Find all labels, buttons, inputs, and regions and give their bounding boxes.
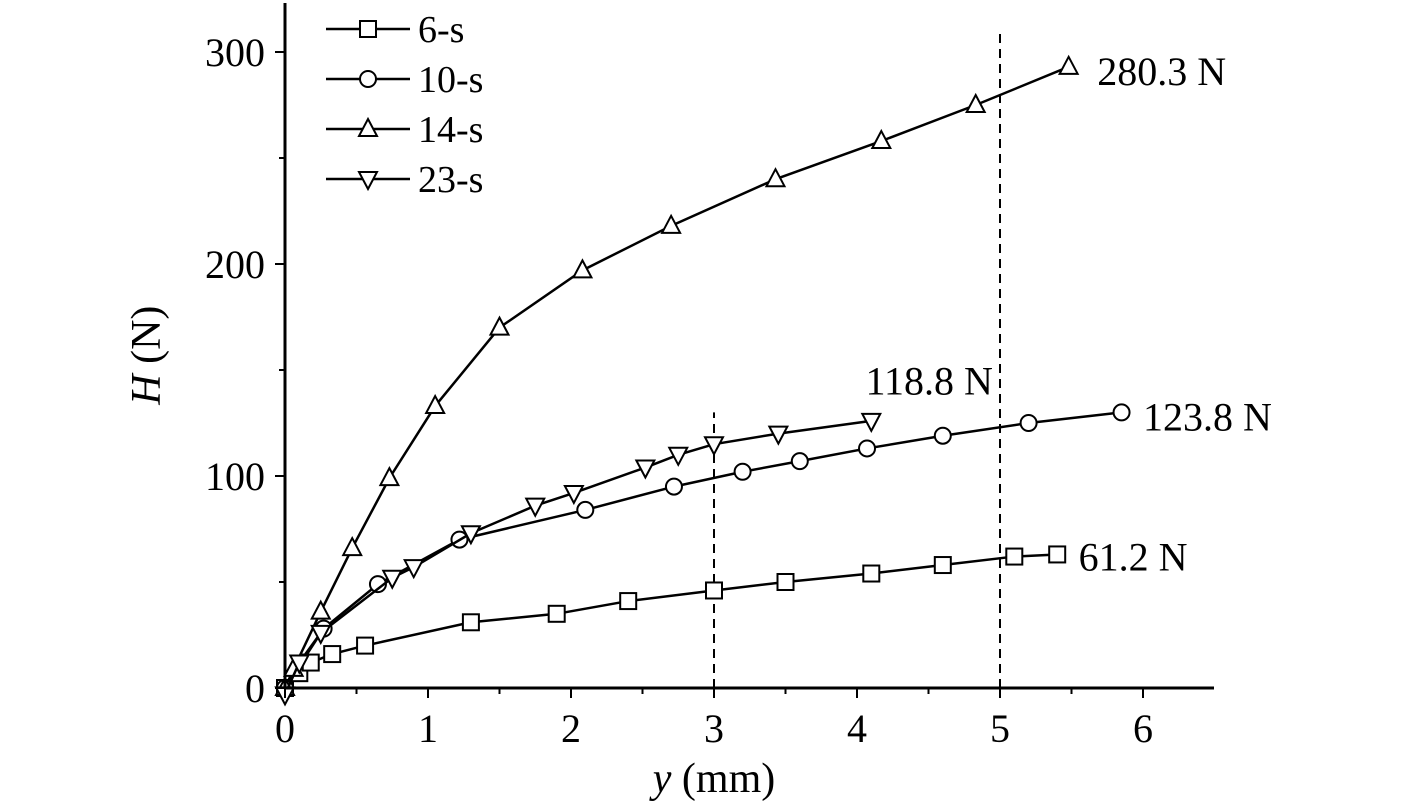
x-tick-label: 2 — [561, 706, 581, 751]
series-6-s — [276, 545, 1067, 697]
data-point-6-s — [547, 604, 566, 623]
x-tick-label: 4 — [847, 706, 867, 751]
legend-marker — [357, 116, 379, 137]
series-23-s — [274, 412, 882, 707]
data-point-23-s — [310, 624, 332, 646]
legend-entry-10-s: 10-s — [326, 59, 483, 101]
legend-entry-14-s: 14-s — [326, 109, 483, 151]
data-point-23-s — [703, 436, 725, 457]
data-point-14-s — [424, 393, 446, 415]
series-group — [274, 54, 1131, 707]
legend-entry-6-s: 6-s — [326, 9, 464, 51]
data-point-14-s — [764, 167, 787, 188]
y-tick-label: 100 — [205, 454, 265, 499]
reference-lines — [713, 30, 1001, 688]
data-point-23-s — [460, 525, 482, 546]
data-point-14-s — [660, 213, 682, 234]
data-point-14-s — [571, 258, 594, 279]
data-point-23-s — [667, 446, 689, 467]
data-point-10-s — [933, 426, 952, 445]
data-point-10-s — [733, 462, 752, 481]
end-value-label: 118.8 N — [865, 359, 992, 404]
legend-entry-23-s: 23-s — [326, 159, 483, 201]
x-axis-label-unit: (mm) — [671, 756, 775, 802]
legend: 6-s 10-s 14-s 23-s — [326, 9, 483, 201]
data-point-10-s — [790, 452, 809, 471]
data-point-10-s — [858, 439, 877, 458]
x-ticks: 0 1 2 3 4 5 6 — [275, 688, 1153, 751]
y-axis-label-unit: (N) — [124, 306, 170, 375]
x-tick-label: 6 — [1133, 706, 1153, 751]
data-point-6-s — [356, 636, 375, 655]
data-point-14-s — [488, 315, 511, 336]
y-tick-label: 200 — [205, 242, 265, 287]
legend-marker — [359, 20, 377, 38]
x-tick-label: 5 — [990, 706, 1010, 751]
data-point-10-s — [576, 500, 595, 519]
legend-label: 6-s — [418, 9, 464, 51]
data-point-14-s — [1057, 54, 1080, 75]
data-point-23-s — [860, 412, 882, 434]
end-value-label: 123.8 N — [1143, 395, 1272, 440]
y-tick-label: 0 — [245, 666, 265, 711]
x-tick-label: 3 — [704, 706, 724, 751]
data-point-6-s — [1048, 545, 1067, 564]
data-point-6-s — [323, 645, 342, 664]
y-ticks: 0 100 200 300 — [205, 30, 285, 711]
data-point-6-s — [933, 556, 952, 575]
data-point-6-s — [1005, 547, 1024, 566]
data-point-23-s — [634, 459, 657, 480]
data-point-14-s — [870, 128, 892, 150]
data-point-23-s — [288, 654, 310, 675]
legend-marker — [359, 70, 377, 88]
y-axis-label-variable: H — [124, 372, 170, 406]
legend-label: 23-s — [418, 159, 483, 201]
legend-label: 10-s — [418, 59, 483, 101]
data-point-6-s — [776, 573, 795, 591]
end-annotations: 280.3 N 118.8 N 123.8 N 61.2 N — [865, 49, 1271, 579]
x-axis-label: y (mm) — [649, 756, 775, 802]
data-point-10-s — [664, 477, 683, 496]
data-point-10-s — [1112, 403, 1131, 422]
data-point-6-s — [862, 564, 881, 583]
legend-marker — [357, 171, 379, 192]
legend-label: 14-s — [418, 109, 483, 151]
data-point-14-s — [341, 535, 363, 557]
x-tick-label: 0 — [275, 706, 295, 751]
data-point-23-s — [767, 425, 790, 446]
x-tick-label: 1 — [418, 706, 438, 751]
data-point-6-s — [619, 592, 638, 611]
axes — [283, 3, 1214, 690]
y-tick-label: 300 — [205, 30, 265, 75]
data-point-6-s — [461, 613, 480, 632]
data-point-14-s — [378, 465, 401, 487]
data-point-23-s — [381, 569, 403, 590]
data-point-23-s — [524, 497, 546, 518]
data-point-23-s — [403, 559, 425, 580]
data-point-23-s — [563, 484, 585, 506]
data-point-10-s — [1019, 414, 1038, 432]
series-line-10-s — [283, 411, 1122, 689]
x-axis-label-variable: y — [649, 756, 672, 802]
end-value-label: 61.2 N — [1079, 535, 1188, 580]
data-point-6-s — [705, 581, 723, 600]
data-point-14-s — [965, 92, 987, 113]
end-value-label: 280.3 N — [1097, 49, 1226, 94]
y-axis-label: H (N) — [124, 306, 170, 406]
data-point-14-s — [310, 599, 332, 620]
